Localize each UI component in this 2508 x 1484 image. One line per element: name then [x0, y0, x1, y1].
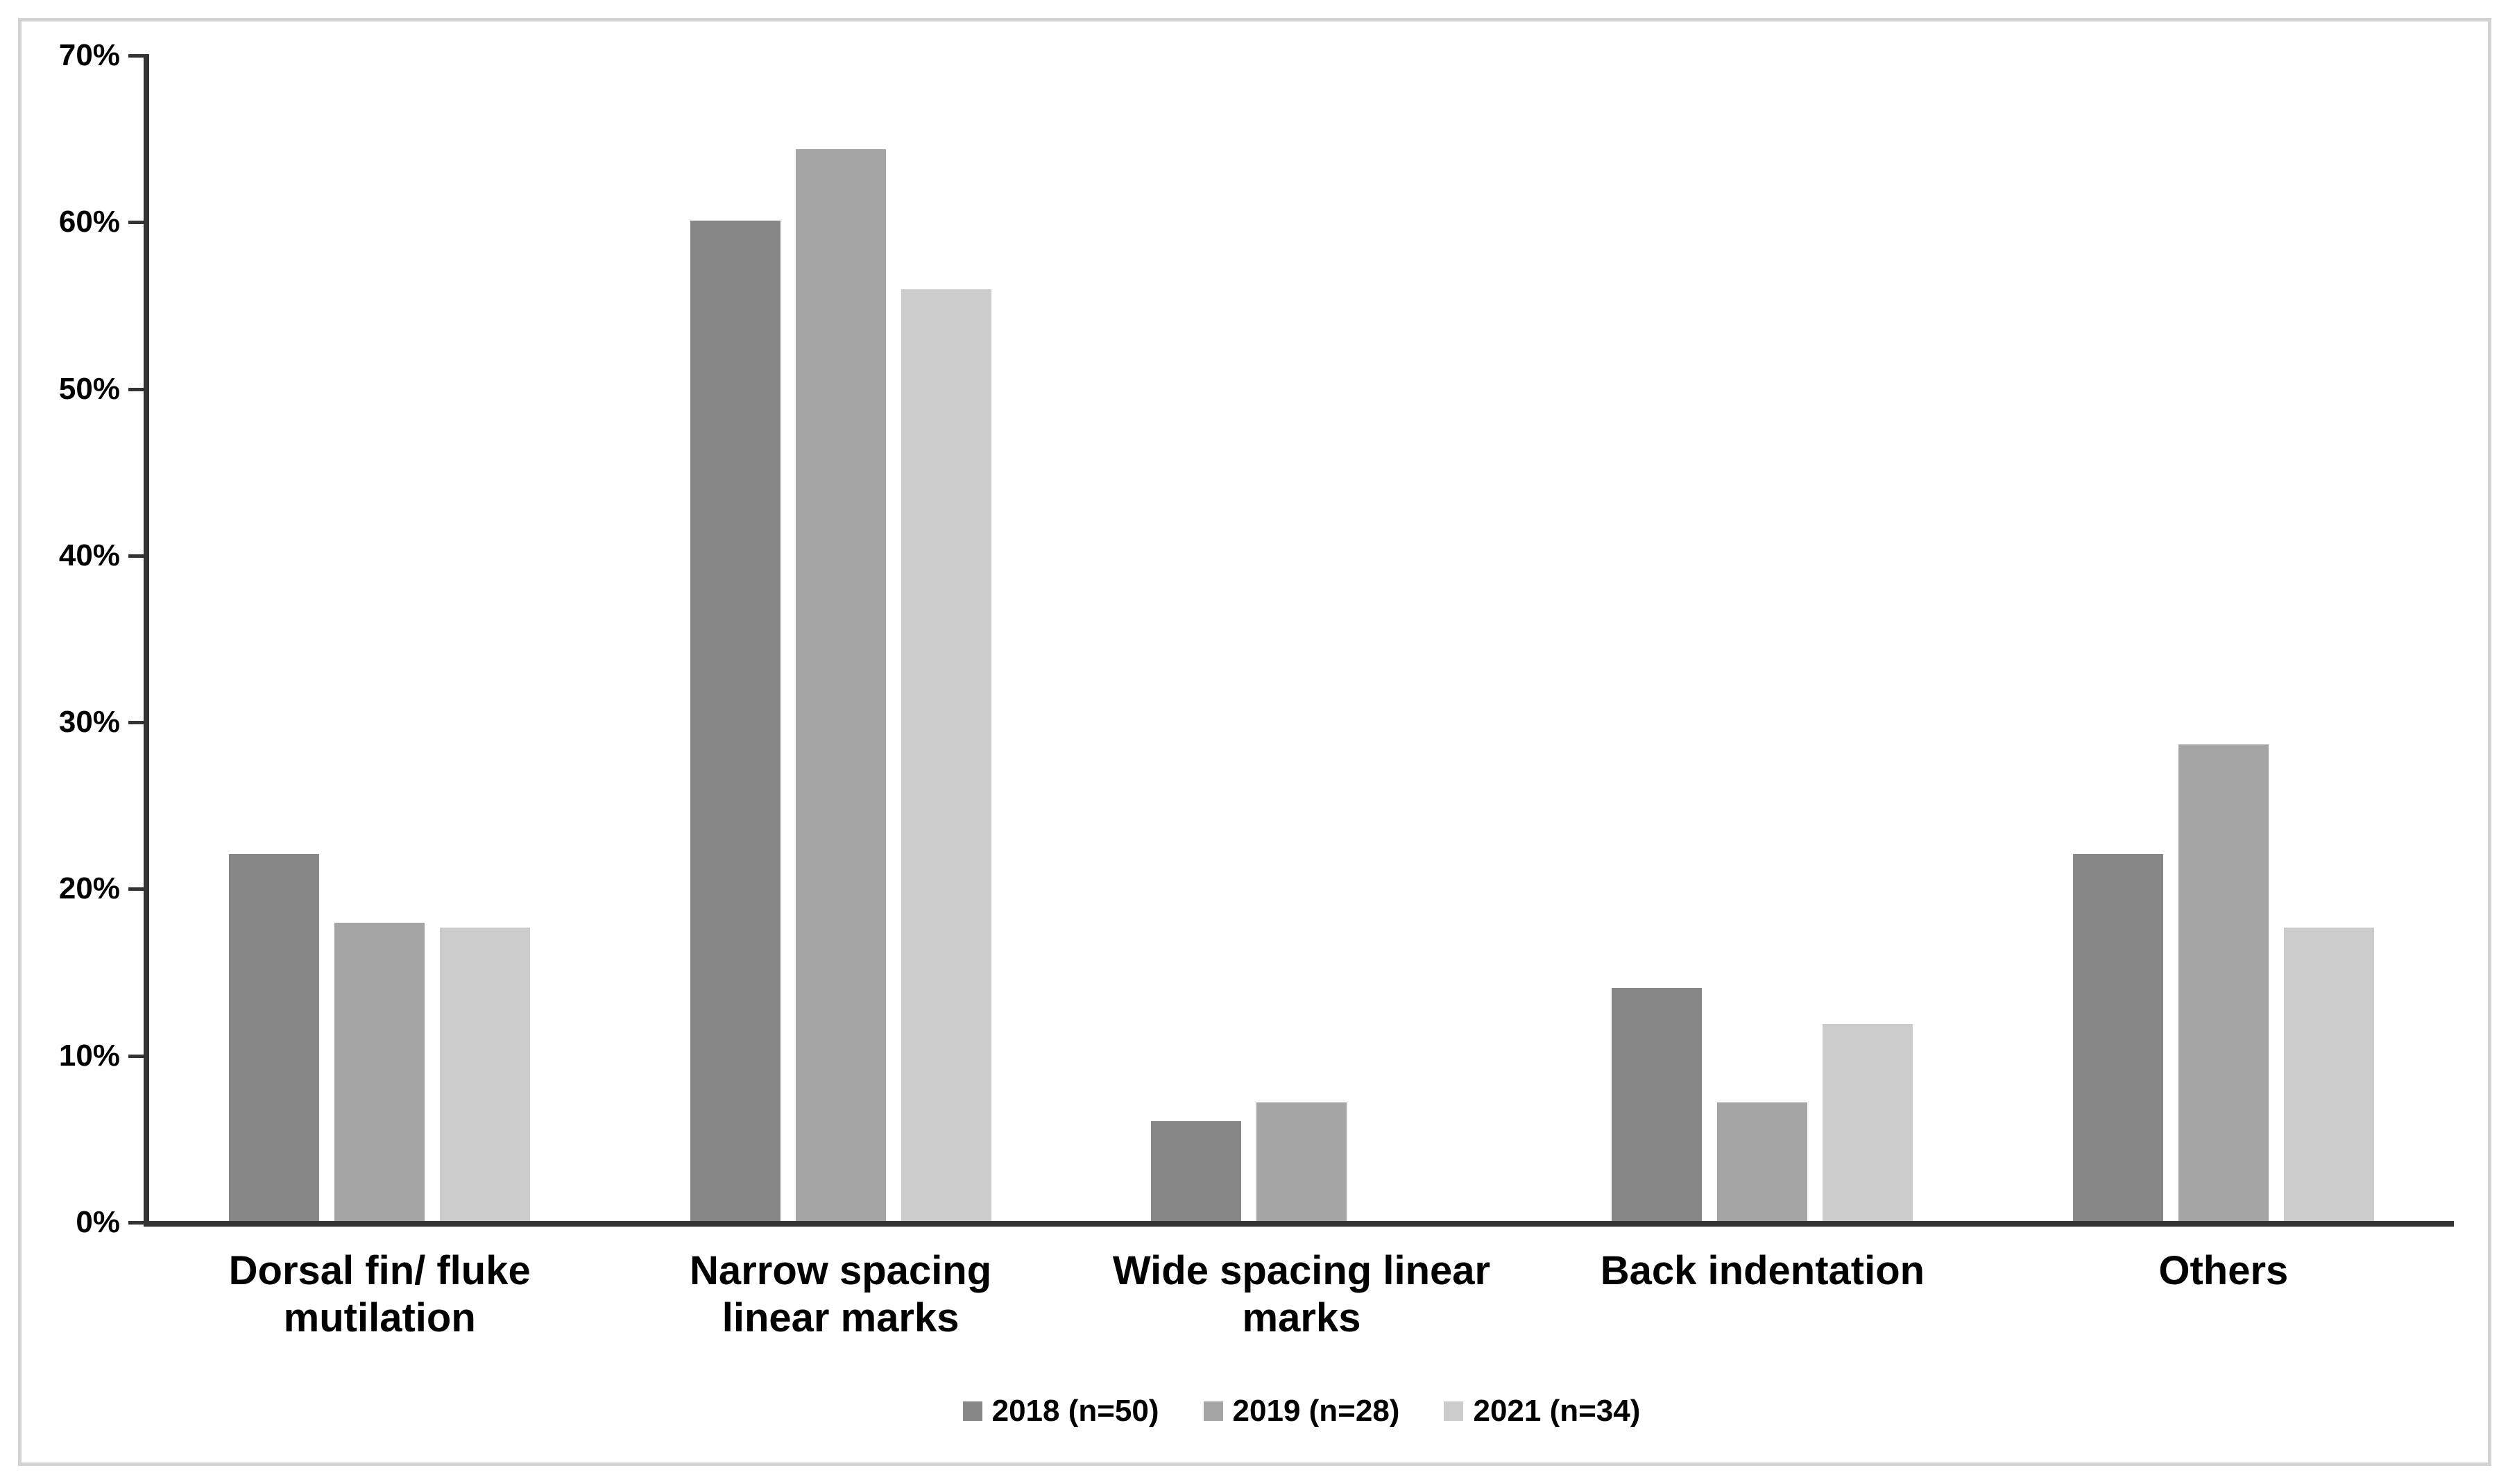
legend-label: 2019 (n=28)	[1232, 1394, 1400, 1428]
bar-group	[1071, 54, 1532, 1221]
x-axis-line	[144, 1221, 2454, 1227]
category-cell: Narrow spacing linear marks	[610, 1247, 1070, 1342]
legend-item: 2021 (n=34)	[1444, 1396, 1640, 1426]
bar-2018	[690, 221, 780, 1221]
category-label: Narrow spacing linear marks	[690, 1248, 992, 1341]
bar-2019	[334, 922, 425, 1221]
legend-label: 2021 (n=34)	[1473, 1394, 1641, 1428]
legend: 2018 (n=50) 2019 (n=28) 2021 (n=34)	[149, 1396, 2454, 1426]
bar-2019	[1717, 1102, 1808, 1221]
y-axis-tick-mark	[128, 1221, 144, 1225]
bar-2018	[229, 854, 320, 1221]
category-label: Back indentation	[1600, 1248, 1925, 1293]
bar-group	[149, 54, 610, 1221]
bar-2019	[2178, 744, 2269, 1221]
bar-2018	[2072, 854, 2163, 1221]
category-label: Wide spacing linear marks	[1112, 1248, 1491, 1341]
y-axis-tick-mark	[128, 721, 144, 724]
bar-2019	[1256, 1102, 1347, 1221]
y-axis-tick-label: 70%	[58, 38, 120, 72]
y-axis-line	[144, 54, 149, 1227]
bar-2018	[1612, 987, 1703, 1221]
category-cell: Others	[1993, 1247, 2454, 1295]
bar-2021	[440, 928, 531, 1221]
bar-2021	[1823, 1024, 1913, 1221]
legend-item: 2018 (n=50)	[962, 1394, 1159, 1428]
legend-swatch	[1444, 1401, 1464, 1421]
category-cell: Dorsal fin/ fluke mutilation	[149, 1247, 610, 1342]
y-axis-tick-label: 50%	[58, 372, 120, 406]
bar-group	[1993, 54, 2454, 1221]
y-axis-tick-label: 20%	[58, 871, 120, 905]
y-axis-tick-mark	[128, 54, 144, 58]
category-labels: Dorsal fin/ fluke mutilation Narrow spaci…	[149, 1247, 2454, 1342]
y-axis-tick-mark	[128, 554, 144, 558]
y-axis-tick-mark	[128, 1055, 144, 1058]
legend-swatch	[1203, 1401, 1223, 1421]
category-label: Dorsal fin/ fluke mutilation	[228, 1248, 531, 1341]
legend-swatch	[962, 1401, 982, 1421]
y-axis-tick-label: 40%	[58, 538, 120, 572]
category-cell: Wide spacing linear marks	[1071, 1247, 1532, 1342]
category-label: Others	[2158, 1248, 2289, 1293]
y-axis-tick-mark	[128, 887, 144, 891]
bar-2021	[2283, 928, 2374, 1221]
legend-label: 2018 (n=50)	[991, 1394, 1159, 1428]
bar-2019	[795, 148, 886, 1221]
bar-group	[610, 54, 1070, 1221]
bar-group	[1532, 54, 1993, 1221]
bar-2018	[1151, 1120, 1242, 1221]
bar-groups	[149, 54, 2454, 1221]
y-axis-tick-label: 30%	[58, 705, 120, 739]
y-axis-tick-label: 10%	[58, 1039, 120, 1073]
y-axis-tick-label: 0%	[76, 1205, 120, 1239]
category-cell: Back indentation	[1532, 1247, 1993, 1295]
legend-item: 2019 (n=28)	[1203, 1394, 1400, 1428]
bar-2021	[901, 289, 991, 1221]
y-axis-tick-mark	[128, 388, 144, 391]
y-axis-tick-mark	[128, 221, 144, 224]
y-axis-tick-label: 60%	[58, 205, 120, 239]
